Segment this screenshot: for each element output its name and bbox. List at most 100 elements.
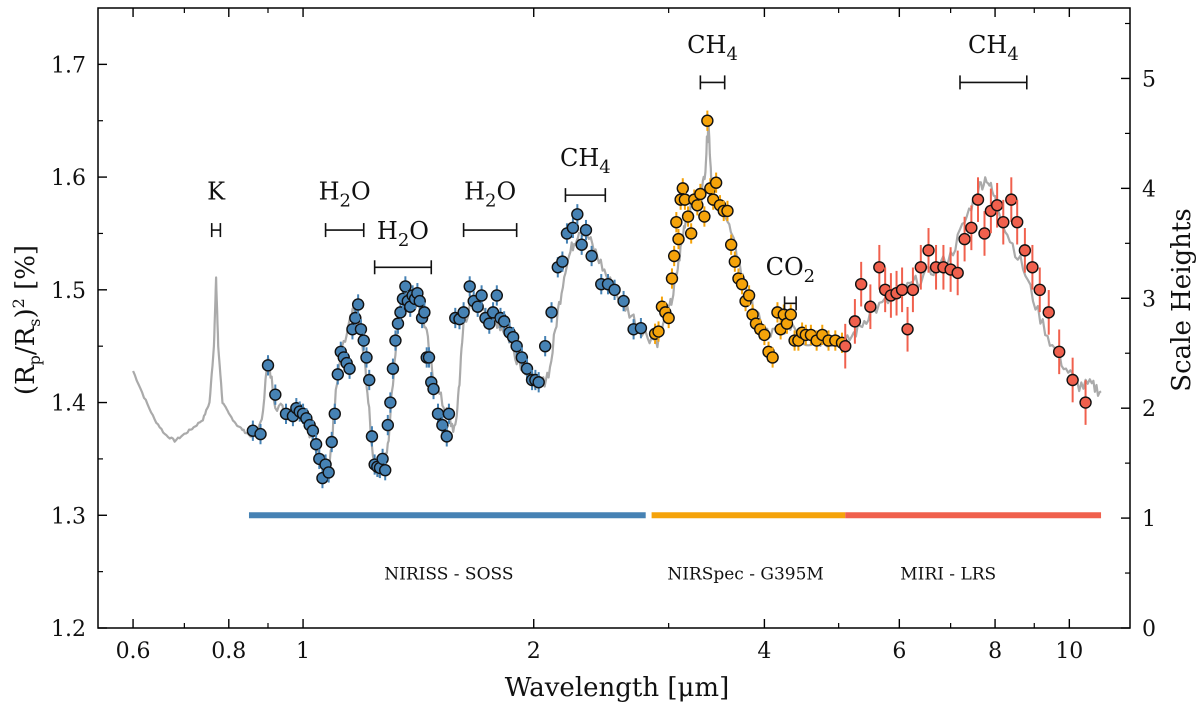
y-tick-label: 1.7 (51, 53, 86, 78)
molecule-annotation: CH4 (560, 144, 611, 203)
data-point (365, 430, 379, 443)
data-point (672, 232, 685, 246)
data-point (354, 323, 368, 336)
data-point (608, 283, 621, 297)
data-point (442, 407, 456, 421)
data-point (389, 334, 402, 347)
data-point (667, 249, 681, 263)
data-point (758, 328, 771, 342)
y-tick-label: 1.2 (51, 617, 86, 642)
data-point (386, 362, 400, 375)
y-tick-label: 1.6 (51, 166, 86, 191)
annotation-label: CH4 (968, 31, 1019, 65)
data-point (1005, 193, 1018, 206)
right-y-tick-label: 2 (1142, 397, 1156, 422)
y-tick-label: 1.3 (51, 504, 86, 529)
data-point (684, 227, 698, 240)
annotation-label: H2O (464, 178, 516, 212)
data-point (665, 272, 679, 285)
x-tick-label: 0.8 (211, 639, 246, 664)
data-point (376, 452, 389, 466)
data-point (322, 466, 335, 479)
data-point (254, 427, 267, 441)
y-tick-label: 1.4 (51, 392, 86, 417)
x-tick-label: 1 (296, 639, 310, 664)
molecule-annotation: CO2 (766, 253, 816, 311)
left-y-axis-title-text: (Rp/Rs)2 [%] (9, 245, 44, 395)
x-tick-label: 8 (988, 639, 1002, 664)
data-point (515, 351, 529, 364)
data-point (585, 249, 598, 263)
data-point (997, 215, 1010, 229)
data-point (422, 351, 436, 364)
molecule-annotation: CH4 (959, 31, 1028, 90)
data-point (306, 424, 320, 437)
data-point (978, 227, 991, 240)
data-point (617, 294, 630, 308)
data-point (483, 317, 496, 330)
data-point (694, 187, 707, 201)
data-point (724, 238, 738, 251)
data-point (901, 323, 914, 336)
annotation-label: H2O (377, 217, 429, 251)
data-point (784, 308, 797, 321)
data-point (698, 210, 711, 223)
data-point (906, 283, 920, 297)
x-tick-label: 4 (757, 639, 771, 664)
annotation-label: H2O (319, 178, 371, 212)
data-point (1066, 373, 1079, 387)
data-point (538, 339, 552, 353)
model-spectrum-line (132, 123, 1102, 480)
model-spectrum-layer (132, 123, 1102, 480)
x-tick-label: 2 (527, 639, 541, 664)
data-point (363, 373, 376, 387)
data-point (571, 208, 584, 221)
data-point (1033, 283, 1046, 297)
right-y-tick-label: 4 (1142, 177, 1156, 202)
data-point (343, 362, 356, 375)
plot-frame (97, 7, 1131, 629)
data-point (556, 255, 569, 268)
molecule-annotation: H2O (373, 217, 433, 275)
data-point (384, 396, 397, 409)
data-point (766, 351, 779, 364)
data-point (735, 277, 749, 291)
data-point (965, 221, 978, 235)
data-point (490, 289, 504, 302)
y-tick-label: 1.5 (51, 279, 86, 304)
data-point (440, 430, 453, 443)
data-point (728, 255, 742, 268)
data-point (436, 418, 449, 432)
data-point (457, 306, 470, 319)
data-point (721, 204, 734, 218)
data-point (922, 244, 935, 257)
data-point (351, 298, 365, 311)
annotation-label: K (207, 178, 226, 206)
x-tick-label: 6 (892, 639, 906, 664)
data-point (681, 210, 695, 223)
molecule-annotation: H2O (462, 178, 518, 238)
data-point (575, 238, 588, 251)
data-point (475, 289, 488, 302)
data-point (418, 306, 431, 319)
x-axis-title: Wavelength [μm] (505, 673, 729, 703)
data-point (394, 306, 407, 319)
annotation-label: CH4 (560, 144, 611, 178)
data-point (951, 266, 964, 280)
data-point (914, 261, 928, 274)
instrument-bars-layer: NIRISS - SOSS NIRSpec - G395M MIRI - LRS (248, 512, 1102, 585)
data-points-layer (246, 110, 1092, 489)
series-group (839, 177, 1092, 425)
data-point (579, 223, 593, 237)
series-group (648, 110, 849, 368)
data-point (497, 315, 511, 328)
data-point (261, 359, 275, 372)
data-point (634, 321, 648, 335)
data-point (1018, 244, 1032, 257)
data-point (873, 261, 886, 274)
data-point (360, 351, 373, 364)
data-point (331, 368, 344, 381)
left-y-axis-title: (Rp/Rs)2 [%] (9, 245, 44, 395)
annotation-label: CO2 (766, 253, 816, 287)
data-point (958, 232, 971, 246)
